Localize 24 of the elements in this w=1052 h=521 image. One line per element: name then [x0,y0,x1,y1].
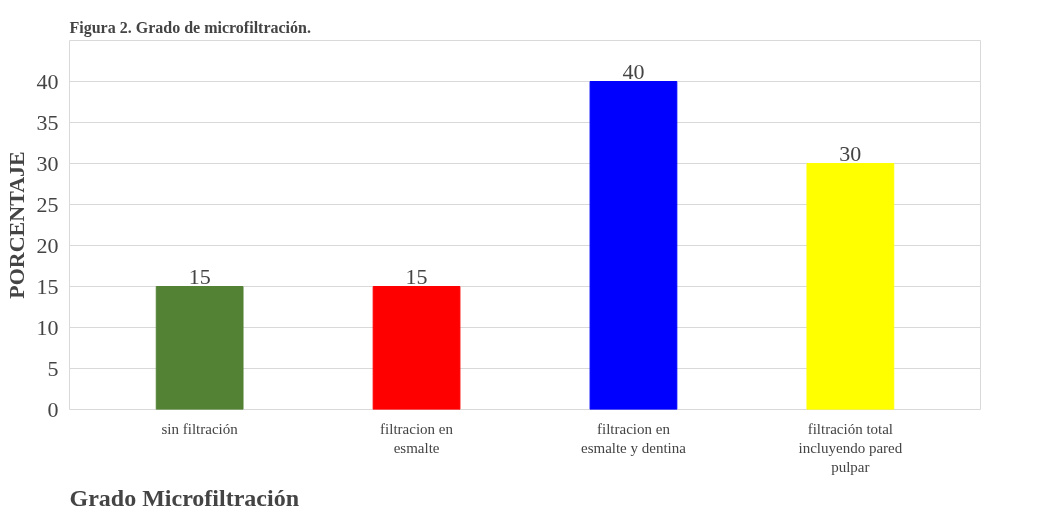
data-label: 15 [188,263,211,289]
x-tick-label: filtracion en esmalte y dentina [580,420,687,456]
y-axis-title: PORCENTAJE [3,151,29,299]
y-tick-label: 0 [47,396,59,422]
text: Grado Microfiltración [69,484,299,511]
y-tick-label: 30 [36,150,59,176]
x-tick-label: sin filtración [161,420,239,437]
bar [372,286,461,410]
y-tick-label: 10 [36,314,59,340]
data-label: 40 [622,58,645,84]
y-tick-label: 20 [36,232,59,258]
y-tick-label: 5 [47,355,59,381]
data-label: 30 [839,140,862,166]
y-tick-label: 35 [36,109,59,135]
bar [589,81,678,410]
bar [806,163,895,410]
y-tick-label: 25 [36,191,59,217]
text: Figura 2. Grado de microfiltración. [69,18,311,37]
x-tick-label: filtración total incluyendo pared pulpar [798,420,903,475]
y-tick-label: 40 [36,68,59,94]
x-tick-label: filtracion en esmalte [380,420,454,456]
bar [155,286,244,410]
data-label: 15 [405,263,428,289]
y-tick-label: 15 [36,273,59,299]
